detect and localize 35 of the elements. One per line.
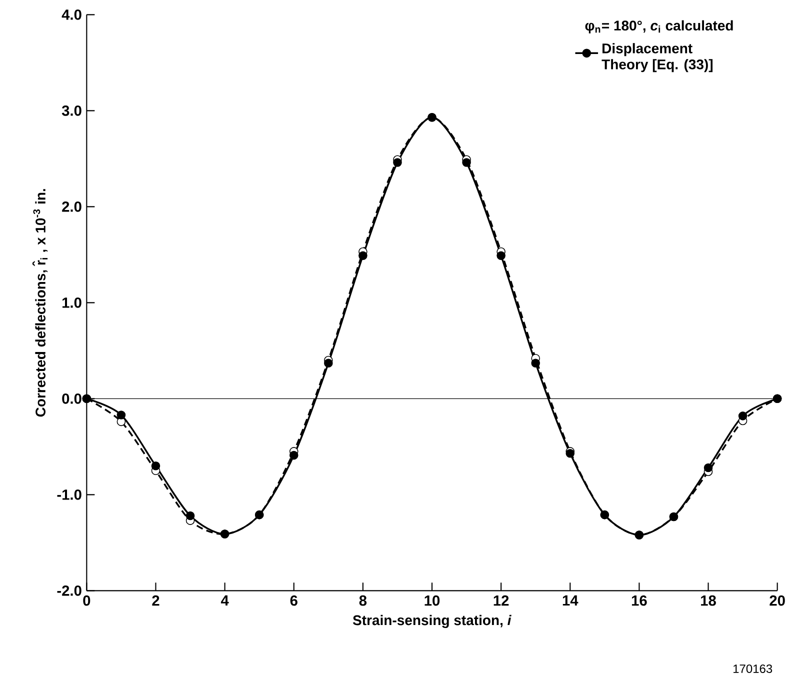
y-axis-title: Corrected deflections, r̂$_{i}$ , x 10$^{-3}$ in. bbox=[32, 189, 48, 417]
y-tick-label: 0.0 bbox=[62, 393, 82, 404]
point bbox=[704, 463, 713, 472]
x-tick-label: 20 bbox=[770, 595, 785, 606]
x-axis-title: Strain-sensing station, i bbox=[352, 614, 512, 628]
x-tick-label: 0 bbox=[83, 595, 90, 606]
point bbox=[393, 158, 402, 167]
point bbox=[186, 511, 195, 520]
y-tick-label: -1.0 bbox=[57, 489, 82, 500]
y-tick-label: 4.0 bbox=[62, 9, 82, 20]
point bbox=[151, 461, 160, 470]
text: 170163 bbox=[734, 664, 772, 673]
x-tick-label: 12 bbox=[494, 595, 509, 606]
x-tick-label: 4 bbox=[220, 595, 229, 606]
x-tick-label: 14 bbox=[562, 595, 578, 606]
point bbox=[324, 358, 333, 368]
x-tick-label: 6 bbox=[290, 595, 298, 606]
x-tick-label: 8 bbox=[359, 595, 367, 606]
point bbox=[358, 251, 368, 260]
y-tick-label: -2.0 bbox=[57, 585, 82, 596]
x-tick-label: 18 bbox=[701, 595, 716, 606]
y-tick-label: 2.0 bbox=[62, 201, 82, 212]
point bbox=[531, 358, 540, 368]
legend-label: Displacement Theory [Eq. (33)] bbox=[602, 43, 713, 72]
point bbox=[738, 412, 748, 420]
x-tick-label: 2 bbox=[152, 595, 160, 606]
point bbox=[116, 410, 126, 420]
point bbox=[289, 450, 298, 460]
legend-title: φ$_{n}$= 180°, c$_{i}$ calculated bbox=[585, 20, 733, 34]
y-tick-label: 3.0 bbox=[62, 105, 82, 116]
x-tick-label: 16 bbox=[632, 595, 647, 606]
x-tick-label: 10 bbox=[424, 595, 440, 606]
point bbox=[496, 251, 506, 260]
point bbox=[462, 158, 471, 167]
y-tick-label: 1.0 bbox=[62, 297, 82, 308]
